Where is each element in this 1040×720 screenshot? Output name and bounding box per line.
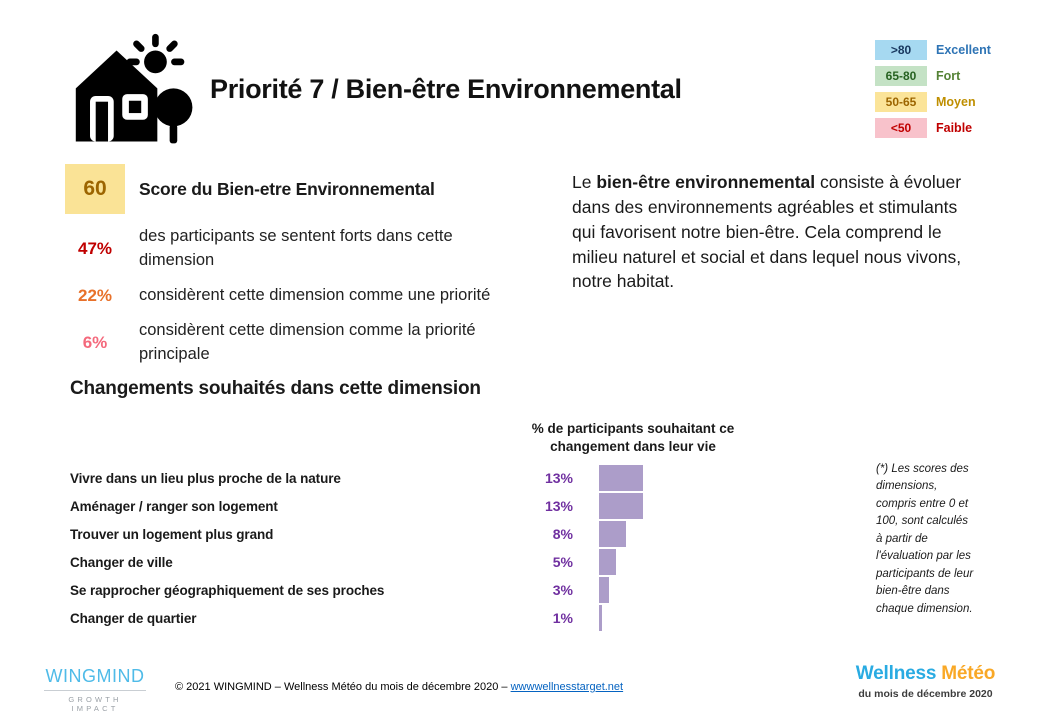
bar [599,465,643,491]
score-value-badge: 60 [65,164,125,214]
copyright-line: © 2021 WINGMIND – Wellness Météo du mois… [175,681,623,693]
wellness-meteo-brand: Wellness Météo du mois de décembre 2020 [853,663,998,700]
chart-row-label: Trouver un logement plus grand [70,526,274,542]
bar [599,549,616,575]
chart-row: Trouver un logement plus grand 8% [70,520,810,548]
house-sun-tree-icon [72,26,200,148]
wellness-meteo-title: Wellness Météo [853,663,998,685]
description-bold-term: bien-être environnemental [596,172,816,192]
chart-row-label: Aménager / ranger son logement [70,498,278,514]
chart-row: Vivre dans un lieu plus proche de la nat… [70,464,810,492]
dimension-description: Le bien-être environnemental consiste à … [572,170,976,294]
legend-swatch-fort: 65-80 [875,66,927,86]
chart-row: Changer de quartier 1% [70,604,810,632]
description-prefix: Le [572,172,597,192]
legend-label-moyen: Moyen [936,95,976,109]
page-title: Priorité 7 / Bien-être Environnemental [210,74,682,104]
score-title: Score du Bien-etre Environnemental [139,178,435,199]
bar [599,605,603,631]
chart-row-value: 1% [552,610,573,626]
bar [599,577,610,603]
legend-row-excellent: >80 Excellent [875,40,991,60]
brand-meteo: Météo [936,663,996,684]
stat-text-forts: des participants se sentent forts dans c… [139,227,453,269]
legend-label-fort: Fort [936,69,961,83]
legend-row-faible: <50 Faible [875,118,991,138]
legend-label-excellent: Excellent [936,43,991,57]
scores-footnote: (*) Les scores des dimensions, compris e… [876,463,974,615]
wellness-meteo-subtitle: du mois de décembre 2020 [858,688,993,700]
score-legend: >80 Excellent 65-80 Fort 50-65 Moyen <50… [875,40,991,144]
legend-swatch-excellent: >80 [875,40,927,60]
changes-bar-chart: Vivre dans un lieu plus proche de la nat… [70,464,810,632]
wellnesstarget-link[interactable]: wwwwellnesstarget.net [510,681,624,693]
wingmind-logo-tagline: GROWTH IMPACT [68,695,122,713]
legend-swatch-moyen: 50-65 [875,92,927,112]
stat-value-forts: 47% [77,238,113,258]
legend-row-fort: 65-80 Fort [875,66,991,86]
legend-row-moyen: 50-65 Moyen [875,92,991,112]
chart-row: Aménager / ranger son logement 13% [70,492,810,520]
chart-row: Changer de ville 5% [70,548,810,576]
wingmind-logo-name: WINGMIND [44,666,146,691]
bar [599,521,626,547]
chart-row-value: 5% [552,554,573,570]
chart-row-value: 8% [552,526,573,542]
chart-row-value: 3% [552,582,573,598]
chart-row-label: Changer de ville [70,554,173,570]
chart-row-label: Vivre dans un lieu plus proche de la nat… [70,470,341,486]
chart-row: Se rapprocher géographiquement de ses pr… [70,576,810,604]
score-panel: 60 Score du Bien-etre Environnemental 47… [65,164,527,367]
legend-label-faible: Faible [936,121,973,135]
brand-wellness: Wellness [855,663,937,684]
chart-row-label: Se rapprocher géographiquement de ses pr… [70,582,385,598]
chart-row-value: 13% [544,470,573,486]
legend-swatch-faible: <50 [875,118,927,138]
stat-text-priorite-principale: considèrent cette dimension comme la pri… [139,320,476,363]
wingmind-logo: WINGMIND GROWTH IMPACT [44,666,146,713]
bar [599,493,643,519]
description-rest: consiste à évoluer dans des environnemen… [572,172,962,292]
stat-text-priorite: considèrent cette dimension comme une pr… [139,285,491,304]
changes-section-heading: Changements souhaités dans cette dimensi… [70,378,481,399]
chart-row-value: 13% [544,498,573,514]
stat-value-priorite: 22% [77,285,113,305]
chart-column-header: % de participants souhaitant ce changeme… [531,421,735,455]
chart-row-label: Changer de quartier [70,610,197,626]
copyright-text: © 2021 WINGMIND – Wellness Météo du mois… [175,681,511,693]
stat-value-priorite-principale: 6% [82,332,108,352]
